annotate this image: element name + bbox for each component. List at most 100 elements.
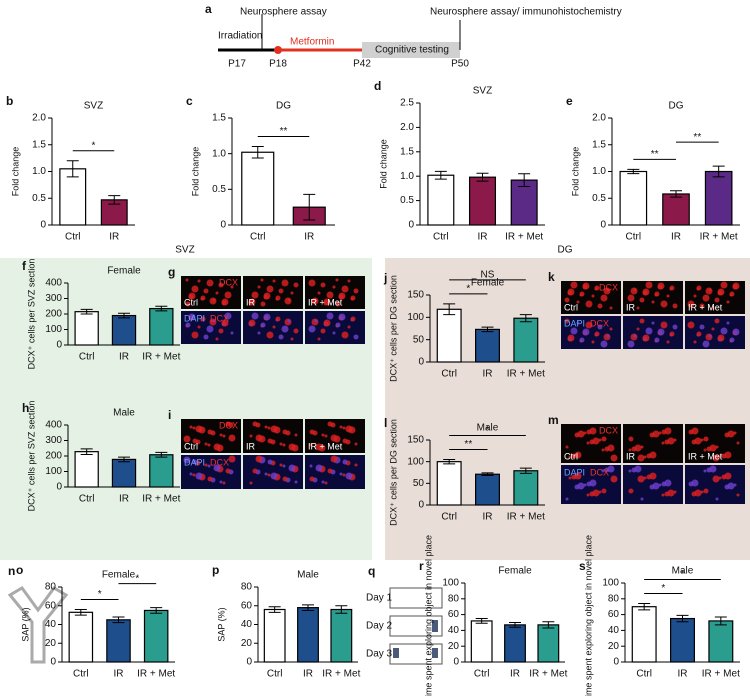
cell-signal: [703, 448, 707, 452]
y-tick-label: 20: [45, 638, 57, 649]
cell-signal: [279, 442, 283, 446]
error-bar: [519, 314, 532, 323]
cell-signal: [652, 430, 660, 438]
cell-signal: [278, 288, 284, 294]
cell-signal: [732, 328, 740, 336]
x-tick-label: IR + Met: [702, 669, 740, 680]
y-axis-label: Fold change: [10, 147, 20, 197]
cell-signal: [714, 318, 720, 324]
cell-signal: [568, 455, 572, 459]
cell-signal: [228, 434, 236, 442]
y-tick-label: 40: [241, 619, 253, 630]
cell-signal: [191, 285, 199, 293]
cell-signal: [270, 472, 278, 480]
cell-signal: [321, 433, 325, 437]
x-tick-label: Ctrl: [79, 352, 95, 363]
cell-signal: [308, 325, 316, 333]
cell-signal: [191, 331, 199, 339]
cell-signal: [649, 472, 657, 480]
panel-letter: e: [566, 94, 573, 108]
y-tick-label: 40: [608, 625, 620, 636]
y-tick-label: 2.0: [400, 122, 414, 133]
cell-signal: [282, 429, 288, 435]
cell-signal: [255, 455, 263, 463]
panel-letter: c: [186, 94, 193, 108]
bar: [68, 611, 94, 663]
x-tick-label: IR + Met: [322, 669, 360, 680]
cell-signal: [703, 436, 709, 442]
day: P17: [228, 59, 246, 70]
cell-signal: [600, 340, 608, 348]
bar: [510, 179, 538, 226]
error-bar: [80, 448, 93, 455]
error-bar: [74, 609, 87, 616]
cell-signal: [219, 433, 223, 437]
error-bar: [627, 168, 640, 175]
cell-signal: [315, 464, 323, 472]
cell-signal: [702, 294, 710, 302]
cell-signal: [308, 279, 316, 287]
bar: [297, 607, 319, 663]
cell-signal: [354, 442, 358, 446]
x-tick-label: IR: [119, 352, 129, 363]
cell-signal: [272, 325, 276, 329]
panel-letter: f: [22, 259, 27, 273]
cell-signal: [727, 430, 735, 438]
cell-signal: [293, 328, 299, 334]
cell-signal: [213, 443, 221, 451]
x-tick-label: Ctrl: [79, 494, 95, 505]
cell-signal: [640, 497, 644, 501]
x-tick-label: IR: [114, 669, 124, 680]
cell-signal: [248, 298, 256, 306]
y-tick-label: 100: [407, 312, 424, 323]
cell-signal: [594, 285, 600, 291]
y-tick-label: 20: [448, 641, 460, 652]
cell-signal: [219, 480, 223, 484]
testing-box: [362, 42, 460, 58]
bar: [74, 451, 99, 488]
y-tick-label: 1.5: [592, 139, 606, 150]
condition: Ctrl: [564, 302, 578, 312]
significance-label: **: [651, 149, 659, 160]
cell-signal: [204, 463, 208, 467]
cell-signal: [275, 295, 281, 301]
cell-signal: [221, 319, 229, 327]
cell-signal: [207, 429, 213, 435]
cell-signal: [192, 459, 198, 465]
y-tick-label: 0: [220, 220, 226, 231]
error-bar: [268, 606, 281, 613]
error-bar: [542, 621, 555, 629]
stain-label: DCX: [590, 318, 609, 328]
cell-signal: [654, 291, 660, 297]
cell-signal: [729, 291, 735, 297]
bar: [436, 308, 462, 363]
cell-signal: [564, 318, 570, 324]
error-bar: [638, 603, 651, 611]
bar: [149, 307, 174, 346]
cell-signal: [251, 291, 259, 299]
chart-title: DG: [669, 101, 684, 112]
cell-signal: [691, 479, 699, 487]
cell-signal: [591, 294, 595, 298]
cell-signal: [212, 298, 216, 302]
condition: IR: [626, 451, 636, 461]
cell-signal: [639, 297, 645, 303]
y-axis-label: DCX⁺ cells per SVZ section: [26, 259, 36, 370]
cell-signal: [197, 325, 201, 329]
cell-signal: [600, 294, 608, 302]
chart-title: Male: [672, 566, 694, 577]
cell-signal: [192, 473, 196, 477]
bar: [537, 624, 560, 663]
cell-signal: [582, 328, 590, 336]
stain-label: DAPI: [564, 467, 585, 477]
significance-label: *: [92, 140, 96, 151]
cell-signal: [733, 483, 737, 487]
cell-signal: [666, 294, 670, 298]
cell-signal: [249, 481, 253, 485]
bar: [631, 606, 657, 663]
panel-letter: a: [205, 2, 212, 16]
y-tick-label: 100: [602, 578, 619, 589]
y-tick-label: 100: [407, 456, 424, 467]
cell-signal: [207, 476, 213, 482]
cell-signal: [342, 426, 346, 430]
